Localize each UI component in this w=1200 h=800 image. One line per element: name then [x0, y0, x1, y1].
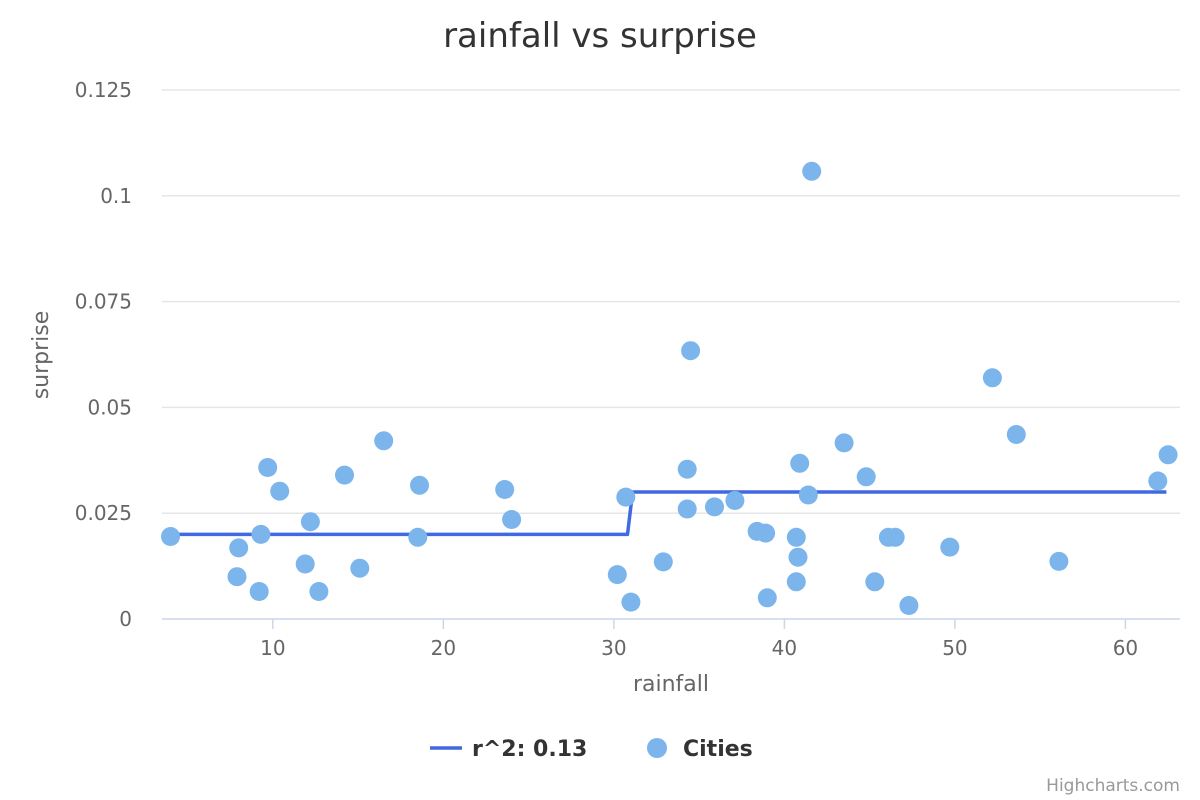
city-point[interactable] [856, 467, 876, 487]
city-point[interactable] [725, 491, 745, 510]
city-point[interactable] [229, 538, 249, 558]
city-point[interactable] [616, 487, 636, 507]
city-point[interactable] [788, 547, 808, 567]
y-tick-label: 0 [119, 607, 132, 631]
legend-label-cities: Cities [683, 737, 753, 762]
y-axis-tick-labels: 0 0.025 0.05 0.075 0.1 0.125 [75, 78, 132, 631]
y-tick-label: 0.075 [75, 290, 132, 314]
x-tick-label: 40 [772, 636, 797, 660]
city-point[interactable] [705, 497, 724, 517]
x-tick-label: 50 [942, 636, 967, 660]
city-point[interactable] [786, 572, 806, 592]
city-point[interactable] [258, 458, 278, 477]
city-point[interactable] [790, 453, 810, 473]
city-point[interactable] [982, 368, 1002, 388]
city-point[interactable] [681, 341, 701, 361]
city-point[interactable] [1148, 471, 1168, 491]
x-axis-title: rainfall [633, 672, 709, 697]
city-point[interactable] [161, 527, 180, 546]
city-point[interactable] [786, 527, 806, 547]
city-point[interactable] [1158, 445, 1178, 465]
city-point[interactable] [653, 552, 673, 572]
grid-lines [162, 89, 1180, 514]
x-axis-tick-labels: 10 20 30 40 50 60 [260, 619, 1138, 660]
city-point[interactable] [865, 572, 885, 592]
city-point[interactable] [798, 485, 818, 505]
x-tick-label: 60 [1113, 636, 1138, 660]
chart-title: rainfall vs surprise [443, 16, 757, 56]
city-point[interactable] [502, 510, 522, 529]
city-point[interactable] [757, 588, 777, 608]
city-point[interactable] [300, 512, 320, 532]
city-point[interactable] [374, 431, 394, 451]
city-point[interactable] [495, 480, 515, 499]
city-point[interactable] [335, 465, 354, 485]
city-point[interactable] [834, 433, 854, 453]
y-tick-label: 0.025 [75, 501, 132, 525]
legend-marker-symbol [647, 738, 667, 758]
y-tick-label: 0.1 [100, 184, 132, 208]
city-point[interactable] [802, 161, 822, 181]
city-point[interactable] [249, 582, 269, 601]
city-point[interactable] [607, 565, 627, 585]
city-point[interactable] [899, 596, 919, 615]
city-point[interactable] [1049, 551, 1069, 571]
city-point[interactable] [295, 554, 315, 574]
city-point[interactable] [350, 558, 370, 578]
city-point[interactable] [408, 527, 428, 547]
city-point[interactable] [677, 459, 697, 479]
legend-item-regression[interactable]: r^2: 0.13 [430, 737, 587, 762]
city-point[interactable] [309, 582, 329, 601]
city-point[interactable] [621, 592, 641, 612]
regression-line[interactable] [173, 490, 1167, 537]
city-point[interactable] [410, 475, 429, 495]
city-point[interactable] [251, 524, 271, 544]
city-point[interactable] [756, 523, 776, 543]
city-point[interactable] [270, 481, 290, 501]
credits-link[interactable]: Highcharts.com [1046, 776, 1180, 796]
x-tick-label: 10 [260, 636, 285, 660]
city-point[interactable] [940, 537, 960, 557]
city-point[interactable] [1006, 425, 1026, 444]
city-point[interactable] [227, 567, 247, 587]
city-point[interactable] [885, 527, 905, 547]
y-axis-title: surprise [29, 311, 54, 400]
y-tick-label: 0.05 [87, 395, 132, 419]
legend: r^2: 0.13 Cities [430, 737, 753, 762]
city-point[interactable] [677, 499, 697, 519]
legend-item-cities[interactable]: Cities [647, 737, 753, 762]
y-tick-label: 0.125 [75, 78, 132, 102]
x-tick-label: 20 [431, 636, 456, 660]
legend-label-regression: r^2: 0.13 [472, 737, 587, 762]
x-tick-label: 30 [601, 636, 626, 660]
plot-area [161, 161, 1178, 615]
